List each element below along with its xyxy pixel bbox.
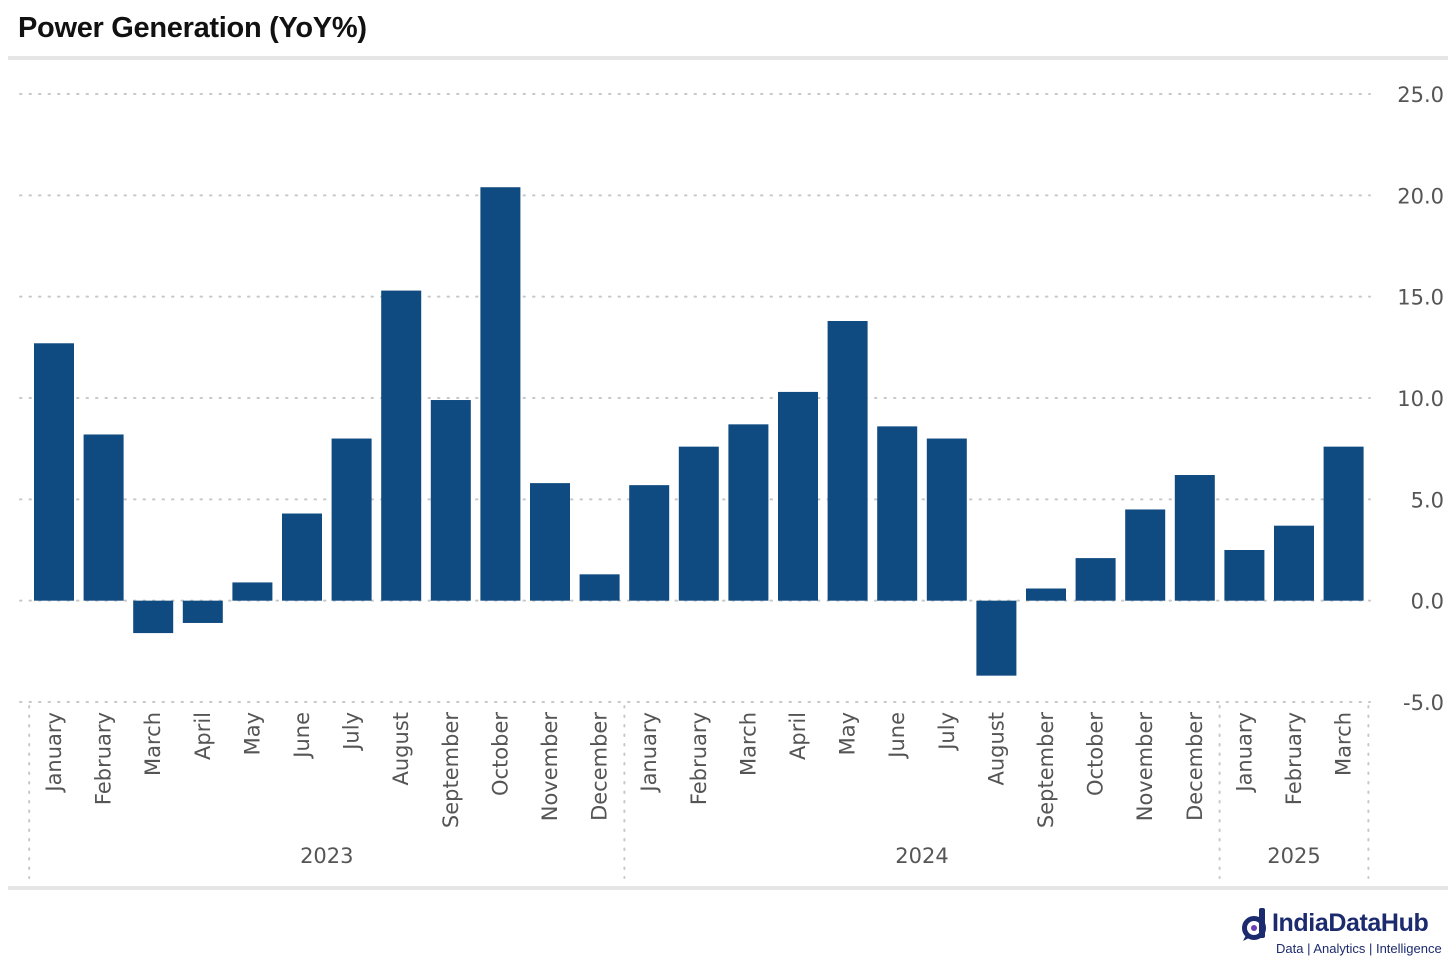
x-tick-label: January [1232, 712, 1256, 794]
bottom-divider [8, 886, 1448, 890]
x-tick-label: May [836, 712, 860, 755]
y-tick-label: 10.0 [1397, 387, 1444, 411]
chart-title: Power Generation (YoY%) [18, 12, 367, 44]
year-label: 2024 [895, 844, 948, 868]
x-tick-label: May [240, 712, 264, 755]
bar [926, 438, 967, 601]
x-tick-label: January [42, 712, 66, 794]
bar [877, 426, 918, 601]
bar [1323, 446, 1364, 601]
bar [381, 290, 422, 601]
x-tick-label: February [92, 712, 116, 805]
x-tick-label: November [538, 712, 562, 822]
bar [34, 343, 74, 601]
brand-name: IndiaDataHub [1272, 909, 1429, 937]
bar [778, 391, 818, 601]
y-tick-label: 15.0 [1397, 286, 1444, 310]
x-tick-label: June [885, 712, 909, 760]
bar [579, 574, 620, 601]
x-tick-label: August [984, 712, 1008, 786]
bar [83, 434, 124, 601]
bar [133, 600, 174, 634]
x-tick-label: February [687, 712, 711, 805]
y-tick-label: 5.0 [1411, 488, 1444, 512]
x-tick-label: March [141, 712, 165, 776]
x-tick-label: November [1133, 712, 1157, 822]
x-tick-label: October [488, 712, 512, 796]
bar [1125, 509, 1166, 601]
bar [1075, 558, 1116, 601]
bar [728, 424, 769, 601]
x-tick-label: March [1332, 712, 1356, 776]
x-tick-label: December [588, 712, 612, 821]
top-divider [8, 56, 1448, 60]
x-tick-label: August [389, 712, 413, 786]
bar [678, 446, 719, 601]
x-tick-label: September [1034, 712, 1058, 828]
y-tick-label: 0.0 [1411, 590, 1444, 614]
x-tick-label: October [1084, 712, 1108, 796]
brand-tagline: Data | Analytics | Intelligence [1276, 941, 1442, 956]
bar [629, 485, 670, 601]
x-tick-label: January [637, 712, 661, 794]
x-tick-label: April [786, 712, 810, 760]
x-tick-label: March [736, 712, 760, 776]
x-tick-label: February [1282, 712, 1306, 805]
bar [530, 483, 570, 601]
bar [232, 582, 273, 601]
x-tick-label: July [340, 712, 364, 752]
year-label: 2023 [300, 844, 353, 868]
bar [282, 513, 322, 601]
bar [430, 400, 471, 601]
dh-logo-icon [1242, 908, 1266, 941]
bar [480, 187, 521, 601]
bar [1174, 475, 1215, 601]
bar [1026, 588, 1066, 601]
x-tick-label: September [439, 712, 463, 828]
bar [827, 320, 868, 601]
y-tick-label: 25.0 [1397, 83, 1444, 107]
bar [1274, 525, 1314, 601]
bar [331, 438, 372, 601]
x-tick-label: December [1183, 712, 1207, 821]
year-label: 2025 [1267, 844, 1320, 868]
y-tick-label: -5.0 [1403, 691, 1444, 715]
x-tick-label: April [191, 712, 215, 760]
x-tick-label: July [935, 712, 959, 752]
x-tick-label: June [290, 712, 314, 760]
bar [976, 600, 1017, 676]
bar [1224, 550, 1265, 601]
bar [182, 600, 223, 623]
brand-logo: IndiaDataHub Data | Analytics | Intellig… [1242, 906, 1452, 962]
y-tick-label: 20.0 [1397, 184, 1444, 208]
